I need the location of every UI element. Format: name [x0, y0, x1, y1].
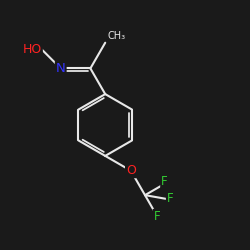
- Text: F: F: [161, 175, 168, 188]
- Text: CH₃: CH₃: [107, 31, 125, 41]
- Text: F: F: [154, 210, 160, 223]
- Text: O: O: [126, 164, 136, 177]
- Text: F: F: [167, 192, 173, 205]
- Text: N: N: [56, 62, 66, 75]
- Text: HO: HO: [22, 43, 42, 56]
